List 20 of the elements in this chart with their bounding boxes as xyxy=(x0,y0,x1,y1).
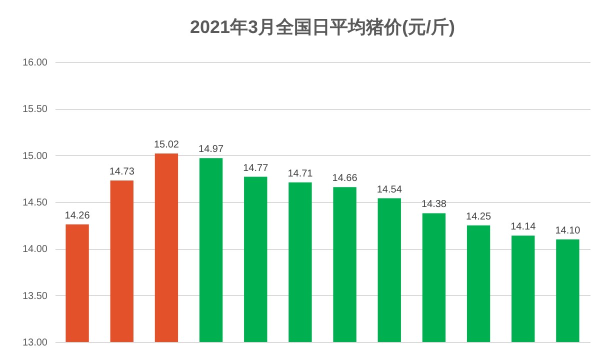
data-label: 14.25 xyxy=(466,211,492,222)
data-label: 14.38 xyxy=(421,199,447,210)
y-tick-label: 15.00 xyxy=(22,150,48,162)
y-tick-label: 13.00 xyxy=(22,338,48,348)
data-label: 14.14 xyxy=(510,222,536,233)
data-label: 14.66 xyxy=(332,173,358,184)
data-label: 14.71 xyxy=(288,168,314,180)
data-label: 14.10 xyxy=(555,225,581,236)
y-tick-label: 15.50 xyxy=(22,104,48,116)
data-label: 14.26 xyxy=(64,210,90,222)
y-tick-label: 13.50 xyxy=(22,290,48,302)
data-label: 14.73 xyxy=(109,166,135,178)
y-tick-label: 14.00 xyxy=(22,244,48,256)
chart-title: 2021年3月全国日平均猪价(元/斤) xyxy=(190,17,456,37)
data-label: 15.02 xyxy=(154,139,180,150)
y-tick-label: 16.00 xyxy=(22,58,48,68)
data-label: 14.97 xyxy=(198,144,224,156)
y-tick-label: 14.50 xyxy=(22,198,48,208)
data-label: 14.54 xyxy=(376,184,402,196)
data-label: 14.77 xyxy=(243,162,269,174)
